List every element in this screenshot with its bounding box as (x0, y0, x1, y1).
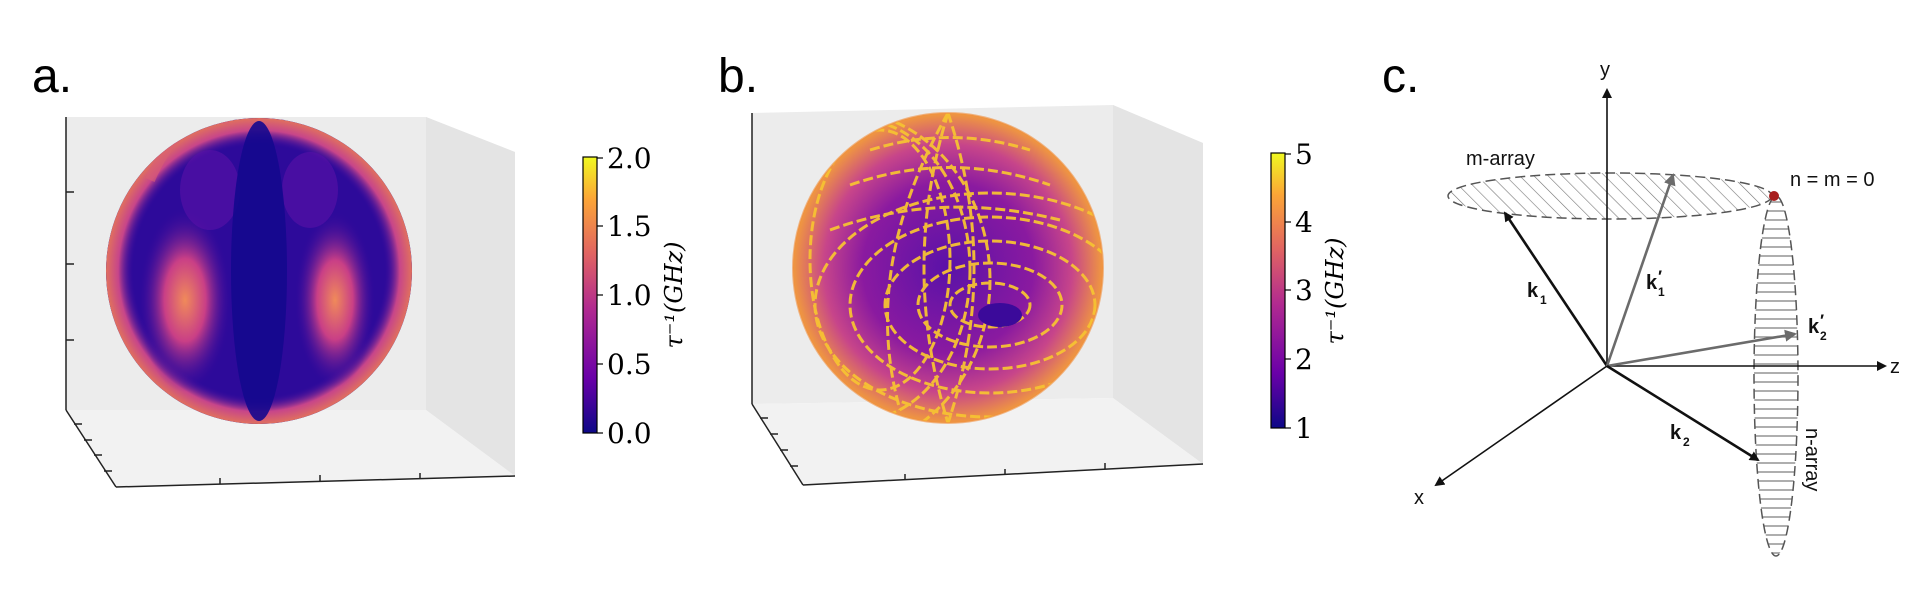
m-array-label: m-array (1466, 148, 1535, 170)
svg-text:2: 2 (1683, 435, 1690, 449)
panel-a-label: a. (32, 50, 72, 103)
box-floor (752, 398, 1203, 485)
x-axis-line (115, 475, 516, 488)
k2-vector (1606, 364, 1760, 462)
origin-label: n = m = 0 (1790, 169, 1875, 191)
colorbar-a-gradient (582, 156, 598, 434)
y-axis-line (65, 409, 117, 488)
colorbar-b-tick-1: 2 (1295, 343, 1313, 376)
panel-c-label: c. (1382, 50, 1419, 103)
svg-text:k: k (1527, 280, 1539, 302)
box-right-wall (1113, 105, 1203, 464)
colorbar-b: 1 2 3 4 5 τ⁻¹(GHz) (1270, 138, 1349, 445)
n-array-label: n-array (1801, 428, 1823, 491)
colorbar-a-tick-0: 0.0 (607, 417, 652, 450)
n-array-disc (1753, 195, 1799, 557)
k2-prime-vector (1606, 329, 1797, 368)
k1-prime-label: k ′ 1 (1646, 267, 1665, 299)
x-axis-label: x (1414, 487, 1424, 509)
colorbar-b-tick-3: 4 (1295, 206, 1313, 239)
m-array-disc (1447, 172, 1773, 220)
svg-text:1: 1 (1658, 285, 1665, 299)
svg-text:1: 1 (1540, 293, 1547, 307)
k1-prime-vector (1605, 173, 1676, 367)
box-right-wall (426, 117, 515, 476)
panel-b-label: b. (718, 50, 758, 103)
colorbar-a-tick-2: 1.0 (607, 279, 652, 312)
k1-label: k 1 (1527, 280, 1547, 307)
k1-vector (1503, 211, 1609, 367)
colorbar-a-tick-1: 0.5 (607, 348, 652, 381)
svg-text:k: k (1646, 272, 1658, 294)
colorbar-a-tick-3: 1.5 (607, 210, 652, 243)
sphere-b-minimum (978, 303, 1022, 327)
panel-c: c. y z x n = m = 0 m-array n-array k 1 k… (1382, 50, 1900, 557)
x-axis-line (802, 463, 1204, 486)
svg-text:′: ′ (1820, 311, 1824, 330)
svg-text:2: 2 (1820, 329, 1827, 343)
svg-text:k: k (1670, 422, 1682, 444)
panel-a-ticks (66, 191, 421, 484)
colorbar-a: 0.0 0.5 1.0 1.5 2.0 τ⁻¹(GHz) (582, 142, 688, 450)
origin-point (1769, 191, 1779, 201)
svg-text:k: k (1808, 316, 1820, 338)
sphere-a (106, 118, 412, 424)
box-floor (66, 410, 515, 487)
z-axis-label: z (1890, 356, 1900, 378)
k2-label: k 2 (1670, 422, 1690, 449)
colorbar-b-tick-4: 5 (1295, 138, 1313, 171)
colorbar-b-label: τ⁻¹(GHz) (1321, 237, 1349, 344)
colorbar-a-tick-4: 2.0 (607, 142, 652, 175)
colorbar-b-tick-0: 1 (1295, 412, 1313, 445)
panel-b: b. (718, 50, 1349, 486)
k2-prime-label: k ′ 2 (1808, 311, 1827, 343)
x-axis (1434, 365, 1608, 487)
colorbar-a-label: τ⁻¹(GHz) (660, 241, 688, 348)
colorbar-b-tick-2: 3 (1295, 274, 1313, 307)
y-axis-label: y (1600, 59, 1610, 81)
colorbar-b-gradient (1270, 152, 1286, 429)
svg-text:′: ′ (1658, 267, 1662, 286)
panel-a: a. (32, 50, 688, 488)
